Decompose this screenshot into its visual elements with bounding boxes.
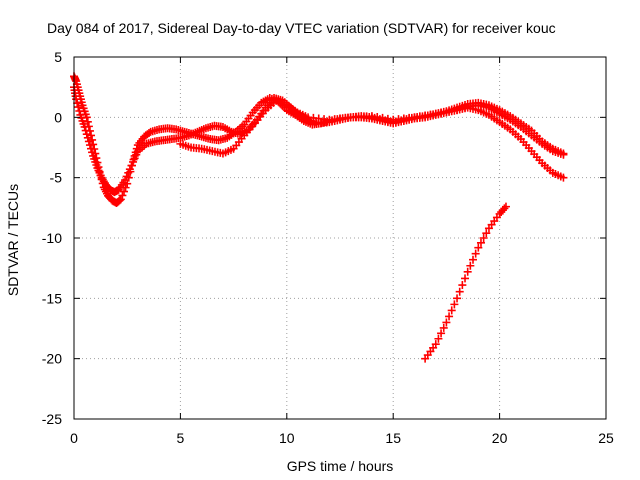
y-axis-label: SDTVAR / TECUs xyxy=(5,184,21,296)
data-series xyxy=(70,72,568,363)
y-tick-label: -5 xyxy=(50,170,63,186)
data-point xyxy=(431,109,440,118)
ticks: 0 5 10 15 20 25 -25 -20 -15 -10 -5 0 5 xyxy=(42,49,614,446)
y-tick-label: -15 xyxy=(42,290,62,306)
data-point xyxy=(559,173,568,182)
data-point xyxy=(482,229,491,238)
series-sat-d xyxy=(421,202,510,363)
data-point xyxy=(458,281,467,290)
data-point xyxy=(125,165,134,174)
data-point xyxy=(75,106,84,115)
data-point xyxy=(124,168,133,177)
data-point xyxy=(118,191,127,200)
data-point xyxy=(447,106,456,115)
data-point xyxy=(474,243,483,252)
data-point xyxy=(82,130,91,139)
data-point xyxy=(122,172,131,181)
data-point xyxy=(434,334,443,343)
x-tick-label: 15 xyxy=(385,430,401,446)
y-tick-label: 0 xyxy=(54,109,62,125)
data-point xyxy=(73,99,82,108)
data-point xyxy=(83,133,92,142)
data-point xyxy=(479,234,488,242)
y-tick-label: 5 xyxy=(54,49,62,65)
data-point xyxy=(442,107,451,116)
data-point xyxy=(559,149,568,158)
data-point xyxy=(88,148,97,157)
data-point xyxy=(455,287,464,296)
data-point xyxy=(447,306,456,315)
data-point xyxy=(145,129,154,138)
data-point xyxy=(84,137,93,146)
data-point xyxy=(439,323,448,332)
data-point xyxy=(469,255,477,264)
data-point xyxy=(373,113,382,122)
data-point xyxy=(437,108,446,117)
data-point xyxy=(442,318,451,327)
data-point xyxy=(80,122,89,131)
data-point xyxy=(471,249,480,258)
y-tick-label: -25 xyxy=(42,411,62,427)
x-tick-label: 10 xyxy=(279,430,295,446)
data-point xyxy=(410,113,419,122)
data-point xyxy=(445,312,454,321)
data-point xyxy=(383,114,392,123)
data-point xyxy=(130,154,139,163)
data-point xyxy=(500,204,509,213)
x-tick-label: 25 xyxy=(598,430,614,446)
y-tick-label: -20 xyxy=(42,351,62,367)
series-sat-c xyxy=(176,96,568,182)
data-point xyxy=(437,329,446,338)
data-point xyxy=(132,150,141,159)
x-axis-label: GPS time / hours xyxy=(287,458,394,474)
data-point xyxy=(115,196,124,205)
data-point xyxy=(116,195,125,204)
data-point xyxy=(129,157,138,166)
data-point xyxy=(83,117,92,126)
series-sat-a xyxy=(70,72,568,208)
y-tick-label: -10 xyxy=(42,230,62,246)
data-point xyxy=(120,187,129,196)
data-point xyxy=(476,238,485,247)
data-point xyxy=(367,112,376,121)
data-point xyxy=(450,300,459,309)
data-point xyxy=(127,161,136,170)
data-point xyxy=(87,144,96,153)
data-point xyxy=(421,111,430,120)
x-tick-label: 5 xyxy=(177,430,185,446)
x-tick-label: 0 xyxy=(70,430,78,446)
data-point xyxy=(431,340,440,349)
data-point xyxy=(461,274,470,283)
data-point xyxy=(415,112,424,121)
grid xyxy=(74,57,606,419)
data-point xyxy=(453,294,462,303)
chart-title: Day 084 of 2017, Sidereal Day-to-day VTE… xyxy=(47,20,556,36)
data-point xyxy=(81,126,90,135)
data-point xyxy=(378,113,387,122)
data-point xyxy=(426,110,435,119)
data-point xyxy=(121,176,130,185)
data-point xyxy=(72,95,81,104)
x-tick-label: 20 xyxy=(492,430,508,446)
data-point xyxy=(85,141,94,150)
data-point xyxy=(466,261,475,270)
data-point xyxy=(463,267,472,276)
data-point xyxy=(501,202,510,211)
data-point xyxy=(74,103,83,112)
